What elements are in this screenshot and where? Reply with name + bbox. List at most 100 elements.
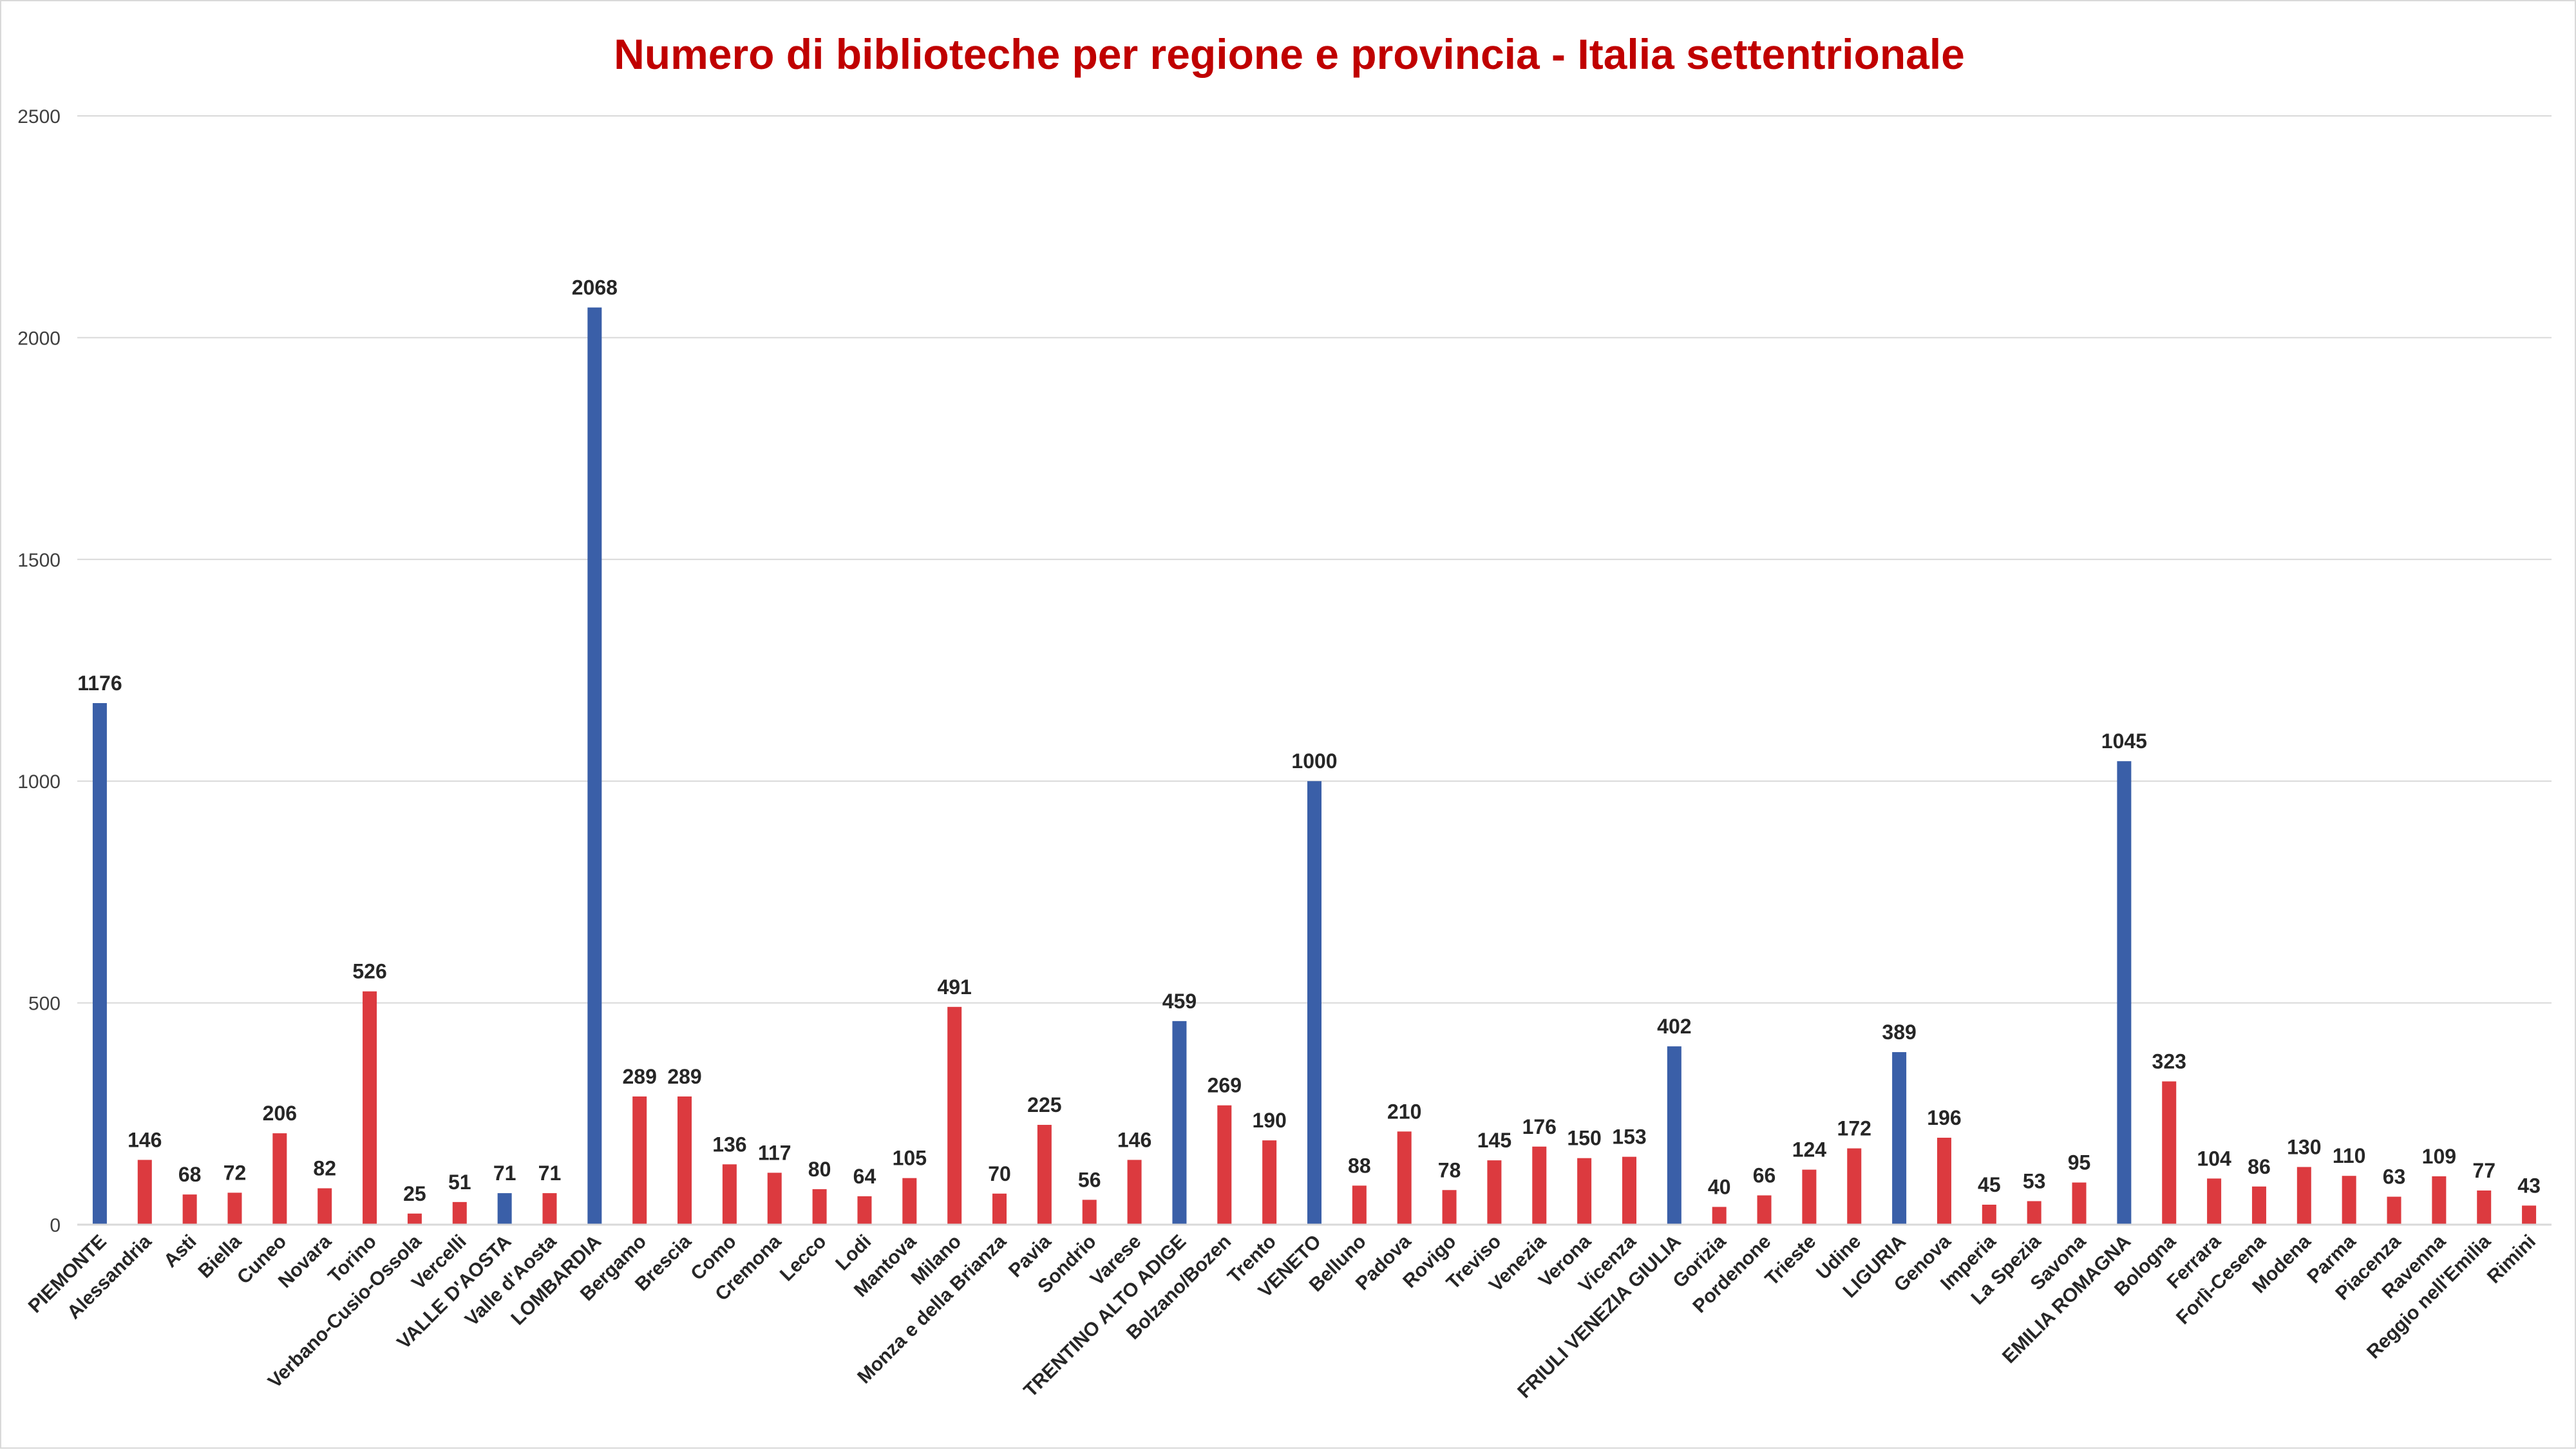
bar bbox=[1622, 1156, 1636, 1225]
bar bbox=[1037, 1125, 1052, 1225]
bar bbox=[1172, 1021, 1187, 1225]
bar bbox=[452, 1201, 467, 1225]
data-label: 117 bbox=[758, 1141, 791, 1164]
data-label: 68 bbox=[178, 1163, 202, 1186]
data-label: 289 bbox=[622, 1065, 656, 1088]
data-label: 190 bbox=[1252, 1109, 1286, 1132]
gridlines bbox=[77, 115, 2552, 1004]
bar bbox=[1217, 1105, 1232, 1225]
bar bbox=[92, 702, 107, 1225]
bar bbox=[2477, 1190, 2492, 1225]
data-label: 43 bbox=[2517, 1174, 2541, 1197]
data-label: 323 bbox=[2152, 1050, 2186, 1073]
x-tick-label: Rimini bbox=[2483, 1231, 2540, 1288]
bar bbox=[1712, 1207, 1727, 1225]
bar bbox=[992, 1193, 1007, 1225]
data-label: 71 bbox=[493, 1162, 516, 1185]
bar bbox=[1667, 1046, 1681, 1225]
data-label: 124 bbox=[1792, 1138, 1827, 1162]
y-tick-label: 2000 bbox=[17, 328, 61, 349]
data-label: 71 bbox=[538, 1162, 562, 1185]
data-label: 70 bbox=[988, 1162, 1011, 1185]
bar bbox=[2027, 1201, 2041, 1225]
data-label: 153 bbox=[1612, 1125, 1646, 1149]
bar bbox=[632, 1096, 647, 1225]
bar bbox=[1487, 1160, 1502, 1225]
bar bbox=[1262, 1140, 1277, 1225]
data-label: 45 bbox=[1978, 1173, 2001, 1196]
y-tick-label: 1500 bbox=[17, 550, 61, 571]
data-label: 109 bbox=[2422, 1145, 2456, 1168]
x-tick-label: Trieste bbox=[1761, 1231, 1821, 1290]
bar bbox=[407, 1213, 422, 1225]
chart-title: Numero di biblioteche per regione e prov… bbox=[614, 30, 1965, 78]
data-label: 172 bbox=[1837, 1117, 1871, 1140]
bar bbox=[1847, 1148, 1862, 1225]
bar bbox=[363, 991, 377, 1225]
data-label: 1045 bbox=[2101, 730, 2147, 753]
data-label: 146 bbox=[1117, 1128, 1151, 1151]
data-label: 145 bbox=[1477, 1129, 1511, 1152]
data-label: 64 bbox=[853, 1165, 876, 1188]
x-tick-label: Lecco bbox=[776, 1231, 831, 1286]
bar bbox=[1082, 1200, 1097, 1225]
data-label: 78 bbox=[1438, 1158, 1461, 1182]
bar bbox=[2117, 761, 2132, 1225]
bar bbox=[1892, 1052, 1907, 1225]
bar bbox=[1307, 781, 1321, 1225]
bar bbox=[1352, 1185, 1367, 1225]
bar bbox=[1577, 1158, 1592, 1225]
bar bbox=[137, 1160, 152, 1225]
x-tick-label: Asti bbox=[160, 1231, 200, 1272]
bars bbox=[92, 307, 2537, 1225]
data-label: 150 bbox=[1567, 1127, 1601, 1150]
bar bbox=[2162, 1081, 2177, 1225]
data-label: 51 bbox=[448, 1171, 471, 1194]
data-label: 53 bbox=[2023, 1169, 2046, 1192]
data-label: 210 bbox=[1387, 1100, 1421, 1123]
bar bbox=[272, 1133, 287, 1225]
data-label: 88 bbox=[1348, 1154, 1371, 1177]
data-label: 82 bbox=[313, 1157, 336, 1180]
y-tick-label: 1000 bbox=[17, 771, 61, 793]
bar bbox=[1127, 1160, 1142, 1225]
data-label: 130 bbox=[2287, 1135, 2321, 1158]
bar bbox=[1532, 1146, 1547, 1225]
data-label: 206 bbox=[263, 1102, 297, 1125]
bar bbox=[812, 1189, 827, 1225]
bar bbox=[902, 1178, 917, 1225]
data-label: 72 bbox=[223, 1161, 247, 1184]
bar bbox=[722, 1164, 737, 1225]
data-label: 402 bbox=[1657, 1015, 1691, 1038]
data-label: 289 bbox=[667, 1065, 701, 1088]
bar bbox=[2522, 1205, 2537, 1225]
data-label: 66 bbox=[1753, 1164, 1776, 1187]
data-label: 104 bbox=[2197, 1147, 2231, 1170]
y-axis-ticks: 0 500 1000 1500 2000 2500 bbox=[17, 106, 61, 1236]
y-tick-label: 0 bbox=[50, 1215, 61, 1236]
data-label: 86 bbox=[2248, 1155, 2271, 1178]
bar bbox=[1982, 1205, 1996, 1225]
data-label: 269 bbox=[1208, 1074, 1242, 1097]
bar bbox=[767, 1172, 782, 1225]
data-label: 40 bbox=[1708, 1175, 1731, 1198]
data-label: 1000 bbox=[1291, 749, 1337, 773]
bar bbox=[2342, 1176, 2356, 1225]
data-label: 95 bbox=[2068, 1151, 2091, 1174]
y-tick-label: 2500 bbox=[17, 106, 61, 127]
bar bbox=[947, 1006, 962, 1225]
bar bbox=[1442, 1190, 1457, 1225]
data-label: 389 bbox=[1882, 1021, 1916, 1044]
data-label: 526 bbox=[352, 960, 386, 983]
bar bbox=[317, 1188, 332, 1225]
y-tick-label: 500 bbox=[28, 993, 61, 1015]
data-label: 146 bbox=[128, 1128, 162, 1151]
data-label: 110 bbox=[2333, 1144, 2366, 1167]
data-label: 77 bbox=[2472, 1159, 2496, 1182]
bar bbox=[1802, 1169, 1817, 1225]
bar bbox=[497, 1193, 512, 1225]
data-label: 80 bbox=[808, 1158, 831, 1181]
bar bbox=[2207, 1178, 2222, 1225]
